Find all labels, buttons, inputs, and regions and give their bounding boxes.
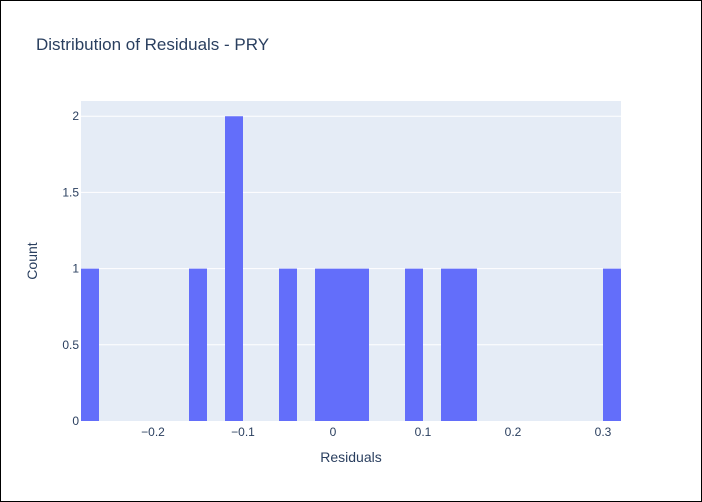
chart-title: Distribution of Residuals - PRY [36,35,270,54]
histogram-bar [189,268,207,421]
histogram-bar [459,268,477,421]
x-tick-label: 0 [330,425,337,439]
y-tick-label: 1 [72,262,79,276]
bars [81,116,621,421]
histogram-bar [603,268,621,421]
x-tick-label: −0.2 [141,425,165,439]
histogram-bar [225,116,243,421]
histogram-bar [351,268,369,421]
x-tick-labels: −0.2 −0.1 0 0.1 0.2 0.3 [141,425,612,439]
x-tick-label: 0.1 [415,425,432,439]
y-tick-label: 0.5 [62,338,79,352]
histogram-bar [279,268,297,421]
x-tick-label: 0.3 [595,425,612,439]
histogram-bar [333,268,351,421]
histogram-bar [405,268,423,421]
x-tick-label: −0.1 [231,425,255,439]
y-tick-label: 0 [72,414,79,428]
y-axis-title: Count [24,242,40,279]
y-tick-label: 1.5 [62,185,79,199]
y-tick-label: 2 [72,109,79,123]
y-tick-labels: 0 0.5 1 1.5 2 [62,109,79,428]
histogram-bar [81,268,99,421]
histogram-bar [441,268,459,421]
x-tick-label: 0.2 [505,425,522,439]
histogram-bar [315,268,333,421]
x-axis-title: Residuals [320,449,381,465]
